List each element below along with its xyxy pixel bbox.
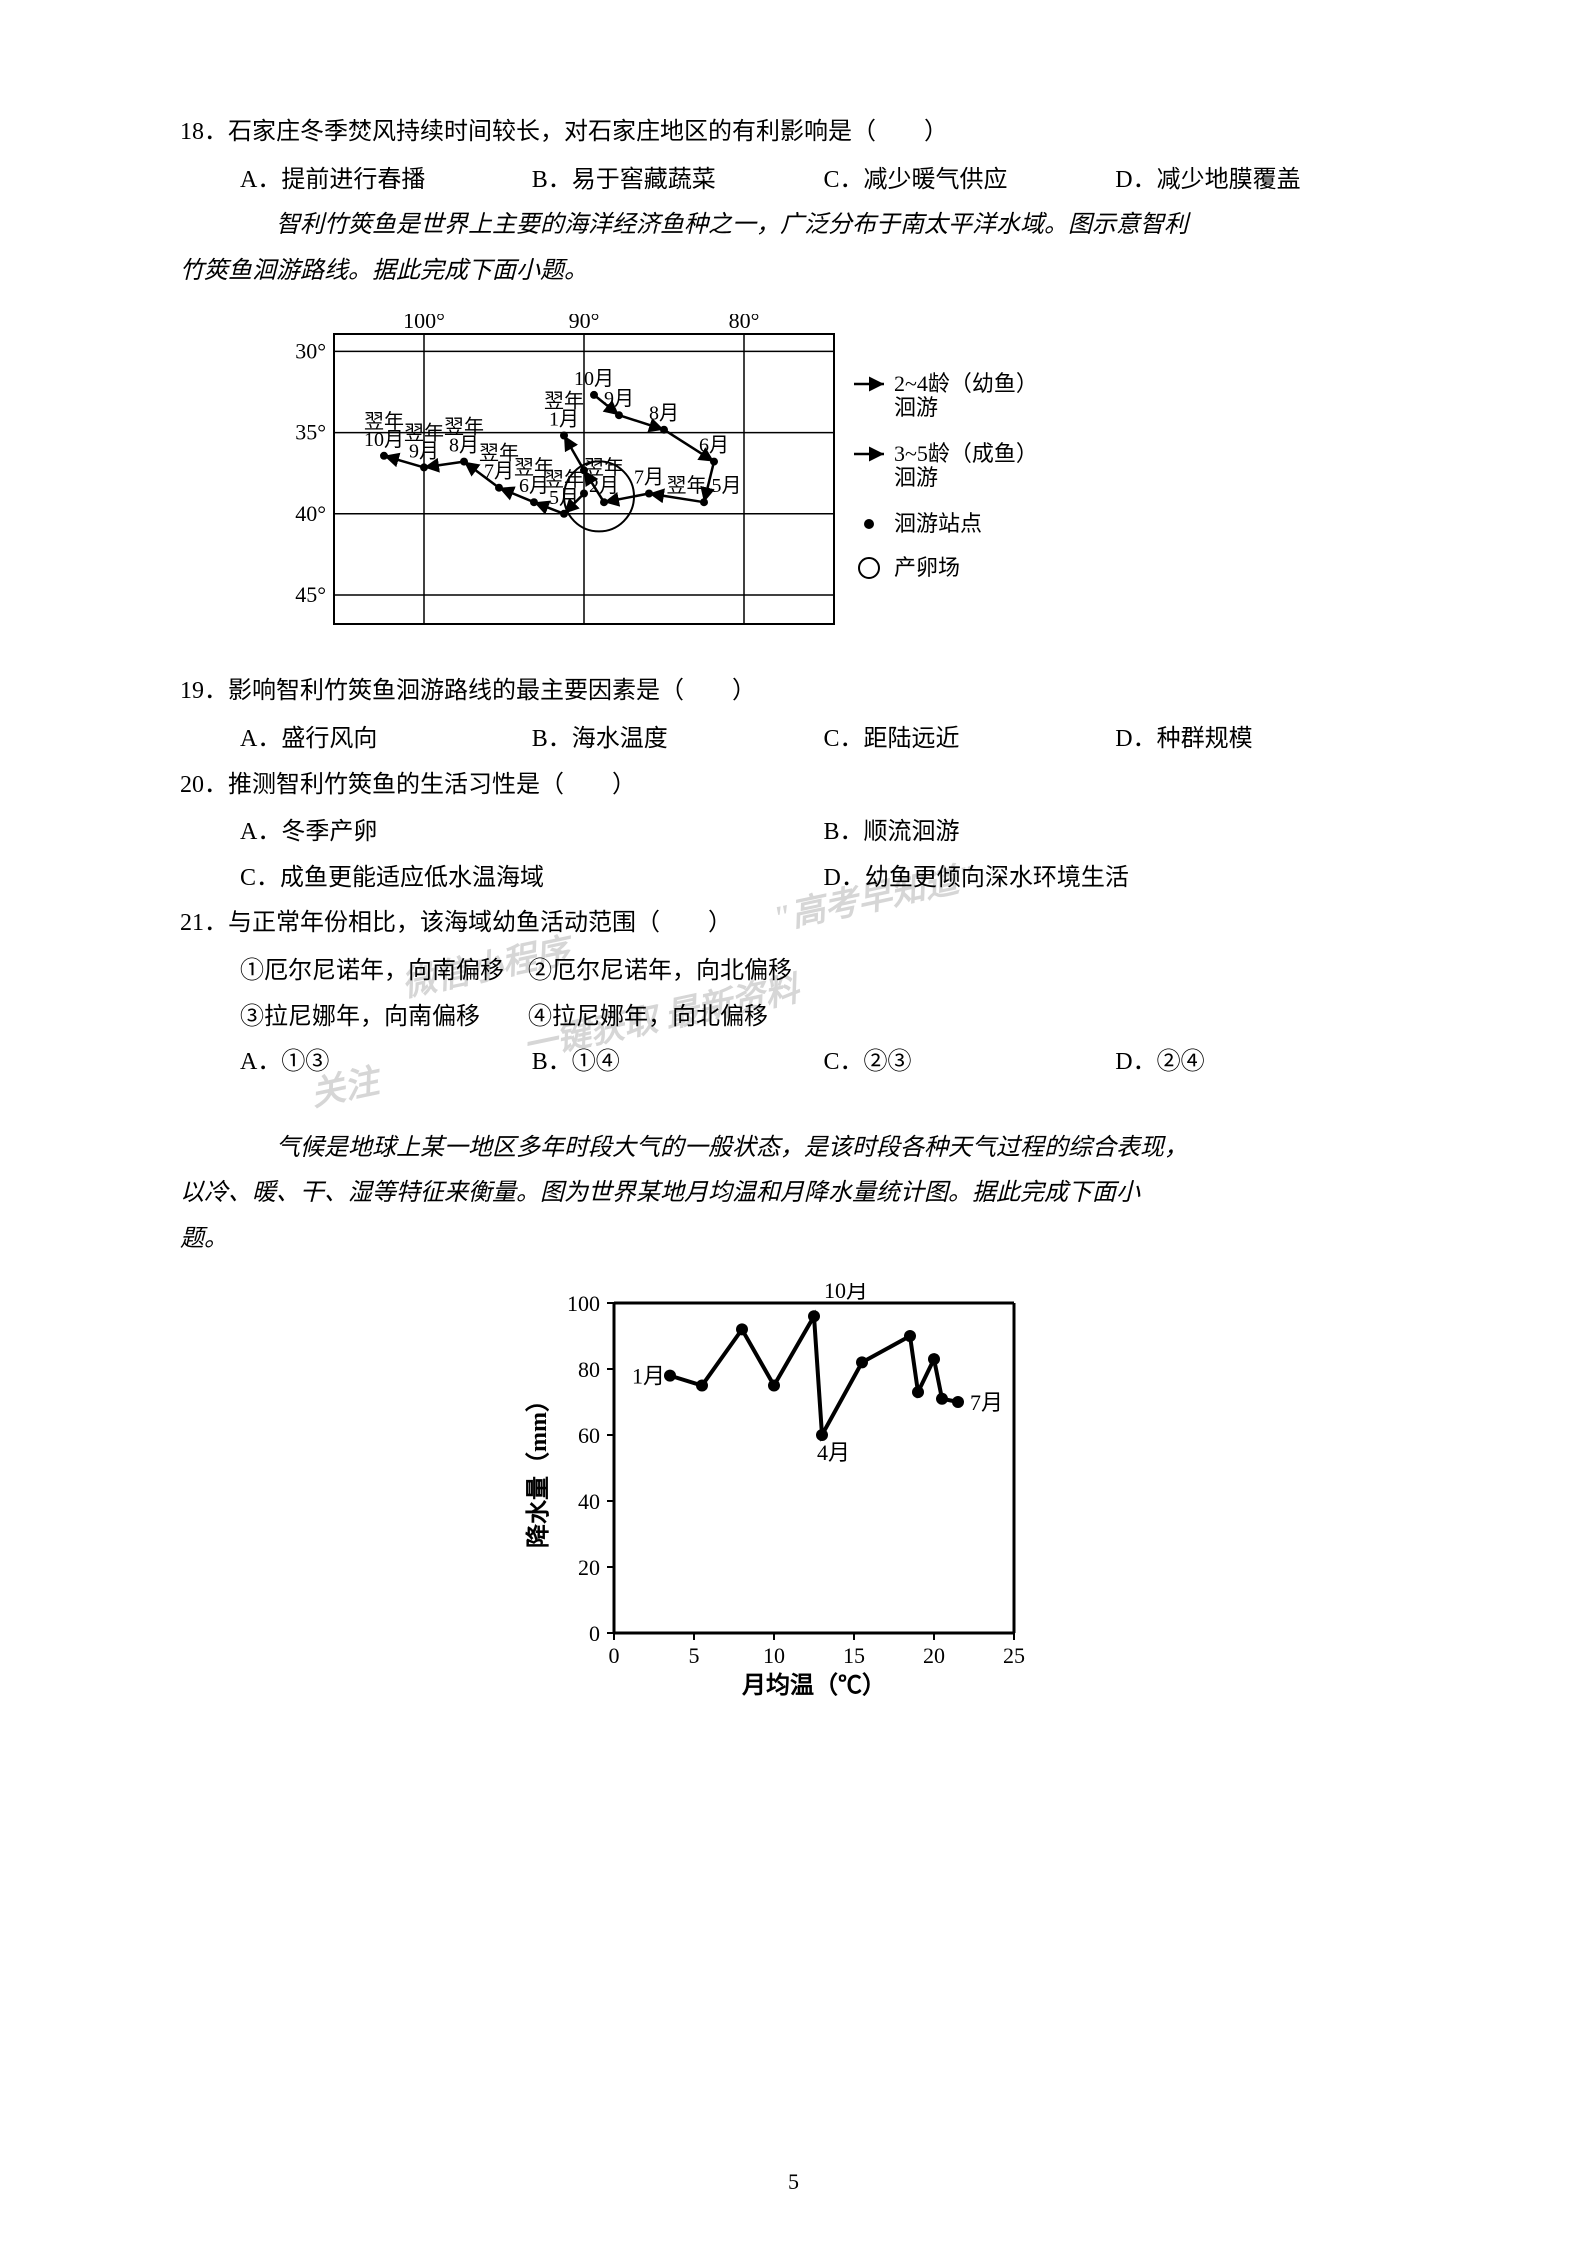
svg-text:月均温（℃）: 月均温（℃） <box>741 1671 886 1699</box>
q18-opt-b[interactable]: B．易于窖藏蔬菜 <box>532 158 824 204</box>
q20-opt-d[interactable]: D．幼鱼更倾向深水环境生活 <box>824 856 1408 902</box>
svg-text:1月: 1月 <box>632 1363 665 1388</box>
svg-text:产卵场: 产卵场 <box>894 555 960 580</box>
svg-text:20: 20 <box>923 1643 945 1668</box>
q18-options: A．提前进行春播 B．易于窖藏蔬菜 C．减少暖气供应 D．减少地膜覆盖 <box>180 158 1407 204</box>
svg-text:洄游站点: 洄游站点 <box>894 511 982 536</box>
q18-stem: 18．石家庄冬季焚风持续时间较长，对石家庄地区的有利影响是（ ） <box>180 110 1407 156</box>
svg-text:40°: 40° <box>295 501 326 526</box>
page-number: 5 <box>788 2169 799 2195</box>
svg-text:60: 60 <box>578 1423 600 1448</box>
passage2-line3: 题。 <box>180 1217 1407 1263</box>
passage2-line2: 以冷、暖、干、湿等特征来衡量。图为世界某地月均温和月降水量统计图。据此完成下面小 <box>180 1171 1407 1217</box>
q19-stem: 19．影响智利竹筴鱼洄游路线的最主要因素是（ ） <box>180 669 1407 715</box>
figure2-svg: 0 5 10 15 20 25 0 20 40 60 80 100 月均温（℃） 降水量（mm） 1月 10月… <box>524 1283 1064 1703</box>
svg-text:1月: 1月 <box>549 409 579 431</box>
svg-text:100: 100 <box>567 1291 600 1316</box>
q19-opt-a[interactable]: A．盛行风向 <box>240 717 532 763</box>
q19-options: A．盛行风向 B．海水温度 C．距陆远近 D．种群规模 <box>180 717 1407 763</box>
q19-stem-text: 影响智利竹筴鱼洄游路线的最主要因素是（ ） <box>228 678 756 704</box>
figure1-container: 100°90°80°30°35°40°45°10月9月8月6月翌年 5月7月翌年… <box>180 314 1407 644</box>
q18-stem-text: 石家庄冬季焚风持续时间较长，对石家庄地区的有利影响是（ ） <box>228 119 948 145</box>
svg-text:9月: 9月 <box>604 389 634 411</box>
q18-opt-d[interactable]: D．减少地膜覆盖 <box>1115 158 1407 204</box>
svg-text:0: 0 <box>608 1643 619 1668</box>
passage2-line1: 气候是地球上某一地区多年时段大气的一般状态，是该时段各种天气过程的综合表现， <box>180 1126 1407 1172</box>
q20-stem: 20．推测智利竹筴鱼的生活习性是（ ） <box>180 763 1407 809</box>
q21-stem-text: 与正常年份相比，该海域幼鱼活动范围（ ） <box>228 910 732 936</box>
svg-text:洄游: 洄游 <box>894 395 938 420</box>
q20-opt-a[interactable]: A．冬季产卵 <box>240 810 824 856</box>
q21-stem: 21．与正常年份相比，该海域幼鱼活动范围（ ） <box>180 901 1407 947</box>
q21-opt-b[interactable]: B．①④ <box>532 1040 824 1086</box>
svg-text:15: 15 <box>843 1643 865 1668</box>
q18-opt-a[interactable]: A．提前进行春播 <box>240 158 532 204</box>
svg-text:10月: 10月 <box>574 368 614 390</box>
q21-opt-a[interactable]: A．①③ <box>240 1040 532 1086</box>
svg-text:40: 40 <box>578 1489 600 1514</box>
svg-text:10月: 10月 <box>824 1283 868 1303</box>
svg-text:7月: 7月 <box>484 461 514 483</box>
svg-text:6月: 6月 <box>699 435 729 457</box>
figure2-container: 0 5 10 15 20 25 0 20 40 60 80 100 月均温（℃） 降水量（mm） 1月 10月… <box>180 1283 1407 1703</box>
svg-text:9月: 9月 <box>409 441 439 463</box>
passage1-line1: 智利竹筴鱼是世界上主要的海洋经济鱼种之一，广泛分布于南太平洋水域。图示意智利 <box>180 203 1407 249</box>
svg-text:10月: 10月 <box>364 429 404 451</box>
q18-opt-c[interactable]: C．减少暖气供应 <box>824 158 1116 204</box>
q21-number: 21． <box>180 910 228 936</box>
svg-text:100°: 100° <box>403 314 445 333</box>
q20-options-row2: C．成鱼更能适应低水温海域 D．幼鱼更倾向深水环境生活 <box>180 856 1407 902</box>
q19-opt-c[interactable]: C．距陆远近 <box>824 717 1116 763</box>
svg-text:降水量（mm）: 降水量（mm） <box>524 1388 552 1548</box>
svg-text:90°: 90° <box>568 314 599 333</box>
q20-opt-c[interactable]: C．成鱼更能适应低水温海域 <box>240 856 824 902</box>
q21-options: A．①③ B．①④ C．②③ D．②④ <box>180 1040 1407 1086</box>
svg-text:3~5龄（成鱼）: 3~5龄（成鱼） <box>894 441 1038 466</box>
q20-options-row1: A．冬季产卵 B．顺流洄游 <box>180 810 1407 856</box>
svg-text:7月: 7月 <box>634 467 664 489</box>
q21-opt-d[interactable]: D．②④ <box>1115 1040 1407 1086</box>
q19-opt-d[interactable]: D．种群规模 <box>1115 717 1407 763</box>
passage1-line2: 竹筴鱼洄游路线。据此完成下面小题。 <box>180 249 1407 295</box>
q21-sub1: ①厄尔尼诺年，向南偏移 ②厄尔尼诺年，向北偏移 <box>180 949 1407 995</box>
svg-text:25: 25 <box>1003 1643 1025 1668</box>
svg-text:80: 80 <box>578 1357 600 1382</box>
svg-text:45°: 45° <box>295 582 326 607</box>
svg-text:80°: 80° <box>728 314 759 333</box>
q21-opt-c[interactable]: C．②③ <box>824 1040 1116 1086</box>
figure1-svg: 100°90°80°30°35°40°45°10月9月8月6月翌年 5月7月翌年… <box>274 314 1314 644</box>
svg-text:5: 5 <box>688 1643 699 1668</box>
q20-number: 20． <box>180 772 228 798</box>
svg-text:8月: 8月 <box>649 403 679 425</box>
svg-text:20: 20 <box>578 1555 600 1580</box>
svg-text:0: 0 <box>589 1621 600 1646</box>
svg-text:30°: 30° <box>295 339 326 364</box>
q21-sub2: ③拉尼娜年，向南偏移 ④拉尼娜年，向北偏移 <box>180 995 1407 1041</box>
q19-number: 19． <box>180 678 228 704</box>
svg-text:6月: 6月 <box>519 476 549 498</box>
svg-text:翌年 5月: 翌年 5月 <box>666 475 741 498</box>
q19-opt-b[interactable]: B．海水温度 <box>532 717 824 763</box>
svg-text:2~4龄（幼鱼）: 2~4龄（幼鱼） <box>894 371 1038 396</box>
svg-text:7月: 7月 <box>970 1390 1003 1415</box>
q20-stem-text: 推测智利竹筴鱼的生活习性是（ ） <box>228 772 636 798</box>
svg-text:8月: 8月 <box>449 435 479 457</box>
svg-text:2月: 2月 <box>589 476 619 498</box>
svg-text:10: 10 <box>763 1643 785 1668</box>
svg-text:35°: 35° <box>295 420 326 445</box>
svg-text:4月: 4月 <box>817 1440 850 1465</box>
q18-number: 18． <box>180 119 228 145</box>
svg-text:洄游: 洄游 <box>894 465 938 490</box>
q20-opt-b[interactable]: B．顺流洄游 <box>824 810 1408 856</box>
